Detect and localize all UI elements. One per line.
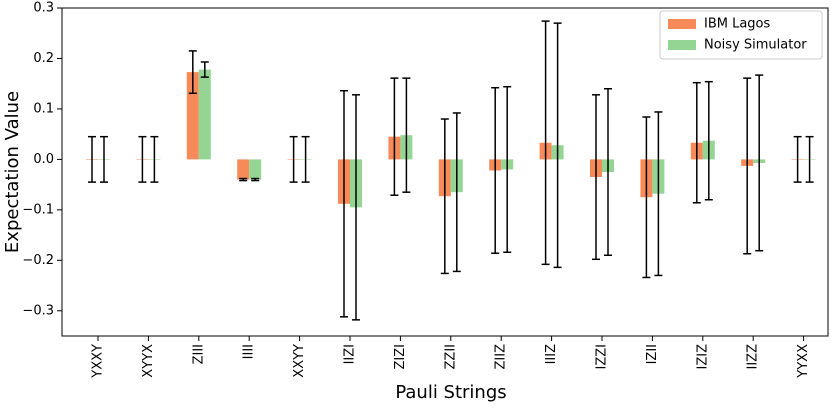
- y-tick-label: 0.2: [33, 51, 54, 66]
- x-tick-label: ZIII: [191, 344, 206, 364]
- error-bar: [805, 135, 814, 183]
- x-tick-label: ZIZI: [393, 344, 408, 369]
- x-tick-label: IZII: [645, 344, 660, 364]
- x-tick-label: ZZII: [443, 344, 458, 369]
- y-tick-label: −0.2: [22, 253, 54, 268]
- error-bar: [402, 77, 411, 193]
- error-bar: [541, 20, 550, 266]
- bar: [249, 159, 262, 180]
- y-tick-label: 0.3: [33, 1, 54, 16]
- error-bar: [755, 74, 764, 252]
- legend-label: IBM Lagos: [704, 17, 771, 32]
- x-tick-label: YYXX: [796, 344, 811, 379]
- error-bar: [340, 90, 348, 318]
- x-tick-label: IIZZ: [746, 344, 761, 370]
- legend-box: [659, 10, 823, 60]
- error-bar: [452, 112, 461, 273]
- error-bar: [88, 135, 96, 183]
- error-bar: [251, 177, 260, 182]
- plot-frame: [61, 7, 829, 337]
- x-axis-title: Pauli Strings: [395, 382, 506, 403]
- error-bar: [503, 85, 512, 253]
- x-tick-label: IIIZ: [544, 344, 559, 365]
- error-bar: [138, 135, 147, 183]
- legend-swatch: [668, 19, 696, 29]
- error-bar: [289, 135, 298, 183]
- error-bar: [793, 135, 802, 183]
- error-bar: [301, 135, 310, 183]
- y-tick-label: 0.1: [33, 101, 54, 116]
- x-tick-label: ZIIZ: [494, 344, 509, 370]
- legend-swatch: [668, 40, 696, 50]
- error-bar: [390, 77, 399, 196]
- error-bar: [150, 135, 159, 183]
- error-bar: [352, 94, 360, 321]
- error-bar: [743, 77, 752, 255]
- bar: [237, 159, 250, 180]
- y-tick-label: −0.1: [22, 202, 54, 217]
- x-tick-label: XXYY: [292, 344, 307, 378]
- error-bar: [200, 61, 209, 78]
- x-tick-label: IIII: [242, 344, 257, 359]
- error-bar: [440, 118, 449, 275]
- x-tick-label: IZIZ: [695, 344, 710, 370]
- error-bar: [100, 135, 108, 183]
- x-tick-label: IIZI: [343, 344, 358, 364]
- y-axis-title: Expectation Value: [2, 91, 23, 253]
- bar: [198, 69, 211, 160]
- legend-label: Noisy Simulator: [704, 38, 807, 53]
- error-bar: [604, 87, 612, 257]
- error-bar: [692, 81, 701, 204]
- error-bar: [239, 177, 248, 182]
- x-tick-label: IZZI: [595, 344, 610, 369]
- x-tick-label: YXXY: [91, 344, 106, 379]
- error-bar: [642, 116, 651, 279]
- error-bar: [553, 22, 562, 269]
- error-bar: [188, 50, 197, 95]
- error-bar: [592, 94, 600, 261]
- error-bar: [654, 111, 663, 277]
- x-tick-label: XYYX: [141, 344, 156, 378]
- error-bar: [704, 80, 713, 201]
- error-bar: [491, 86, 500, 254]
- y-tick-label: −0.3: [22, 303, 54, 318]
- y-tick-label: 0.0: [33, 152, 54, 167]
